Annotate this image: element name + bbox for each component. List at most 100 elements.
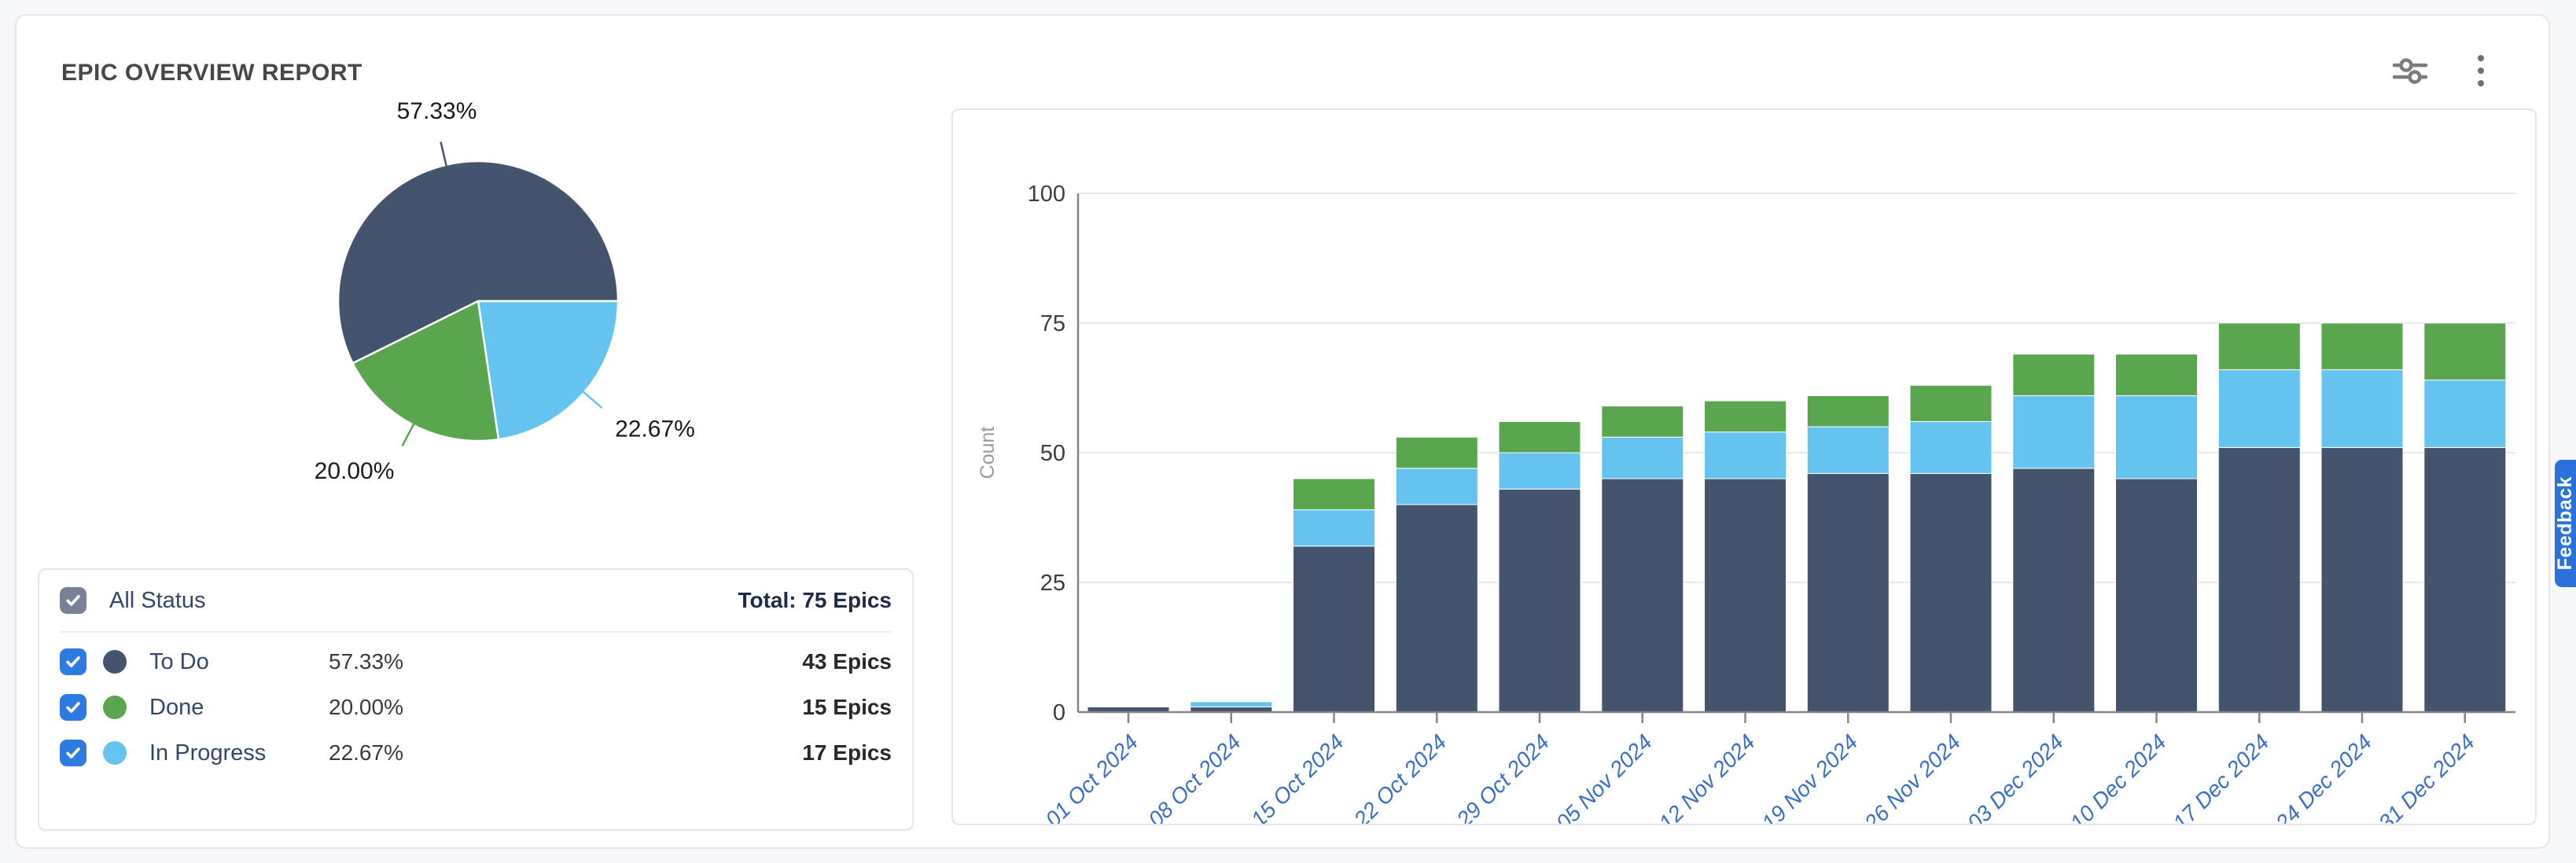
y-tick-label-100: 100	[1028, 182, 1065, 207]
x-tick-label: 05 Nov 2024	[1551, 729, 1657, 824]
total-epics-label: Total: 75 Epics	[738, 588, 892, 612]
bar-segment-to-do[interactable]	[2217, 446, 2301, 713]
pie-label-line	[440, 141, 448, 167]
bar-segment-done[interactable]	[2320, 322, 2404, 370]
bar-segment-to-do[interactable]	[2012, 468, 2096, 713]
bar-segment-to-do[interactable]	[2423, 446, 2507, 713]
in-progress-checkbox[interactable]	[60, 740, 86, 766]
x-tick-label: 15 Oct 2024	[1246, 729, 1349, 824]
bar-segment-done[interactable]	[1909, 384, 1993, 422]
x-tick-label: 19 Nov 2024	[1757, 729, 1862, 824]
bar-segment-done[interactable]	[2012, 354, 2096, 396]
to-do-epic-count: 43 Epics	[802, 649, 892, 674]
y-tick-label-25: 25	[1040, 571, 1065, 596]
status-legend-card: All Status Total: 75 Epics To Do 57.33% …	[38, 568, 914, 831]
pie-label-done: 20.00%	[315, 458, 395, 484]
status-row-to-do: To Do 57.33% 43 Epics	[39, 639, 912, 685]
bar-segment-done[interactable]	[1293, 478, 1375, 511]
bar-segment-in-progress[interactable]	[1190, 701, 1273, 707]
bar-segment-done[interactable]	[1704, 400, 1787, 433]
done-label: Done	[149, 694, 204, 720]
bar-segment-in-progress[interactable]	[1909, 420, 1993, 474]
x-tick-label: 29 Oct 2024	[1452, 729, 1555, 824]
bar-segment-in-progress[interactable]	[1293, 509, 1375, 547]
bar-segment-in-progress[interactable]	[2115, 395, 2198, 479]
to-do-percentage: 57.33%	[329, 649, 403, 674]
bar-segment-in-progress[interactable]	[1395, 468, 1478, 505]
check-icon	[66, 595, 80, 606]
done-checkbox[interactable]	[60, 694, 86, 721]
sliders-icon	[2392, 58, 2428, 84]
x-tick-label: 31 Dec 2024	[2374, 729, 2479, 824]
bar-segment-to-do[interactable]	[1909, 472, 1993, 713]
bar-segment-in-progress[interactable]	[1704, 432, 1787, 479]
bar-segment-done[interactable]	[1498, 420, 1581, 454]
bar-segment-to-do[interactable]	[1601, 478, 1684, 713]
pie-label-line	[582, 391, 603, 409]
in-progress-epic-count: 17 Epics	[802, 740, 892, 765]
bar-segment-to-do[interactable]	[1806, 472, 1890, 713]
bar-segment-in-progress[interactable]	[2217, 369, 2301, 448]
filter-settings-button[interactable]	[2390, 53, 2431, 88]
pie-slice-in-progress[interactable]	[477, 299, 620, 441]
all-status-checkbox[interactable]	[60, 587, 86, 614]
all-status-label: All Status	[109, 587, 206, 613]
bar-segment-to-do[interactable]	[1498, 488, 1581, 713]
bar-segment-in-progress[interactable]	[1806, 426, 1890, 474]
bar-segment-in-progress[interactable]	[2423, 380, 2507, 448]
epic-overview-report-card: EPIC OVERVIEW REPORT 22.67% 20.00% 57.33%	[15, 14, 2550, 849]
bar-segment-to-do[interactable]	[2115, 478, 2198, 713]
to-do-label: To Do	[149, 648, 209, 674]
epic-count-stacked-bar-chart[interactable]: 0 25 50 75 100 Count 01 Oct 2024 08 Oct 2024 15 …	[953, 110, 2535, 824]
done-color-dot	[103, 696, 127, 719]
bar-segment-in-progress[interactable]	[1601, 436, 1684, 479]
status-row-done: Done 20.00% 15 Epics	[39, 685, 912, 730]
bar-segment-done[interactable]	[1395, 436, 1478, 469]
x-tick-label: 12 Nov 2024	[1654, 729, 1760, 824]
to-do-checkbox[interactable]	[60, 648, 86, 675]
bar-segment-to-do[interactable]	[2320, 446, 2404, 713]
divider	[60, 631, 892, 633]
check-icon	[66, 747, 80, 758]
y-tick-label-50: 50	[1040, 441, 1065, 466]
x-tick-label: 03 Dec 2024	[1963, 729, 2068, 824]
bar-segment-in-progress[interactable]	[2012, 395, 2096, 469]
y-tick-label-0: 0	[1053, 700, 1065, 725]
pie-label-in-progress: 22.67%	[615, 416, 695, 442]
done-epic-count: 15 Epics	[802, 695, 892, 719]
to-do-color-dot	[103, 650, 127, 674]
x-tick-label: 01 Oct 2024	[1040, 729, 1143, 824]
x-tick-label: 22 Oct 2024	[1349, 729, 1452, 824]
bar-segment-to-do[interactable]	[1395, 504, 1478, 713]
epic-status-pie-chart[interactable]: 22.67% 20.00% 57.33%	[17, 94, 929, 566]
bar-segment-in-progress[interactable]	[2320, 369, 2404, 448]
feedback-button[interactable]: Feedback	[2554, 460, 2576, 587]
bar-segment-done[interactable]	[1601, 406, 1684, 438]
y-axis-title: Count	[977, 427, 999, 479]
bar-segment-to-do[interactable]	[1704, 478, 1787, 713]
bar-segment-done[interactable]	[2423, 322, 2507, 381]
in-progress-label: In Progress	[149, 740, 267, 766]
bar-segment-done[interactable]	[2115, 354, 2198, 396]
bar-segment-done[interactable]	[2217, 322, 2301, 370]
feedback-label: Feedback	[2554, 476, 2576, 571]
x-tick-label: 26 Nov 2024	[1859, 729, 1965, 824]
header-actions	[2390, 53, 2501, 88]
in-progress-percentage: 22.67%	[329, 740, 403, 765]
status-row-in-progress: In Progress 22.67% 17 Epics	[39, 730, 912, 776]
all-status-row: All Status Total: 75 Epics	[39, 570, 912, 631]
kebab-menu-button[interactable]	[2460, 53, 2501, 88]
bar-segment-done[interactable]	[1806, 395, 1890, 428]
check-icon	[66, 656, 80, 667]
bar-segment-to-do[interactable]	[1293, 545, 1375, 713]
y-tick-label-75: 75	[1040, 311, 1065, 336]
x-tick-label: 17 Dec 2024	[2168, 729, 2273, 824]
x-tick-label: 24 Dec 2024	[2270, 729, 2376, 824]
x-tick-label: 08 Oct 2024	[1143, 729, 1246, 824]
kebab-menu-icon	[2478, 55, 2484, 86]
check-icon	[66, 702, 80, 713]
bar-segment-in-progress[interactable]	[1498, 452, 1581, 490]
x-tick-label: 10 Dec 2024	[2066, 729, 2171, 824]
status-rows: To Do 57.33% 43 Epics Done 20.00% 15 Epi…	[39, 639, 912, 776]
pie-label-line	[401, 423, 415, 446]
